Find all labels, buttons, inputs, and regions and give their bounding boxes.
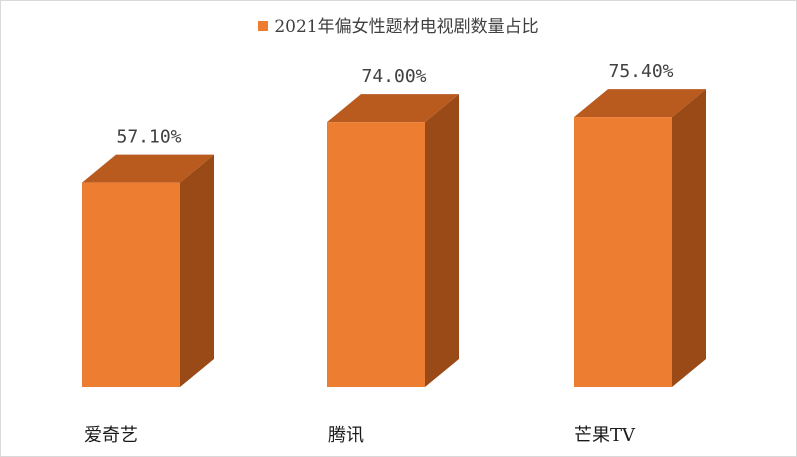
bar-front (574, 117, 672, 388)
legend-label: 2021年偏女性题材电视剧数量占比 (274, 17, 539, 37)
data-label: 74.00% (361, 66, 426, 87)
legend-swatch (258, 21, 269, 31)
bar-front (327, 122, 425, 387)
bar-side (180, 154, 214, 387)
legend: 2021年偏女性题材电视剧数量占比 (0, 12, 797, 37)
data-label: 75.40% (608, 61, 673, 82)
data-label: 57.10% (116, 127, 181, 148)
category-label: 腾讯 (328, 425, 364, 446)
category-label: 爱奇艺 (84, 425, 138, 446)
bar-top (574, 89, 706, 118)
category-label: 芒果TV (574, 425, 636, 446)
bar-top (327, 94, 459, 123)
bar-side (672, 89, 706, 388)
bar-top (82, 154, 214, 183)
bar-front (82, 182, 180, 387)
bar-side (425, 94, 459, 387)
